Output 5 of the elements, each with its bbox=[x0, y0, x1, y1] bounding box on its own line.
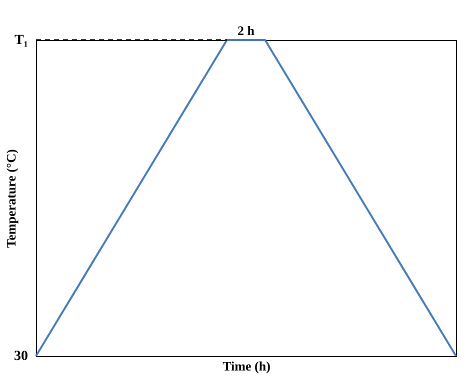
text: 2 h bbox=[238, 23, 256, 38]
ref-line-label: T₁ bbox=[14, 33, 28, 48]
y-axis-title: Temperature (°C) bbox=[4, 149, 18, 248]
x-axis-title: Time (h) bbox=[222, 358, 270, 374]
text: 30 bbox=[14, 349, 28, 364]
